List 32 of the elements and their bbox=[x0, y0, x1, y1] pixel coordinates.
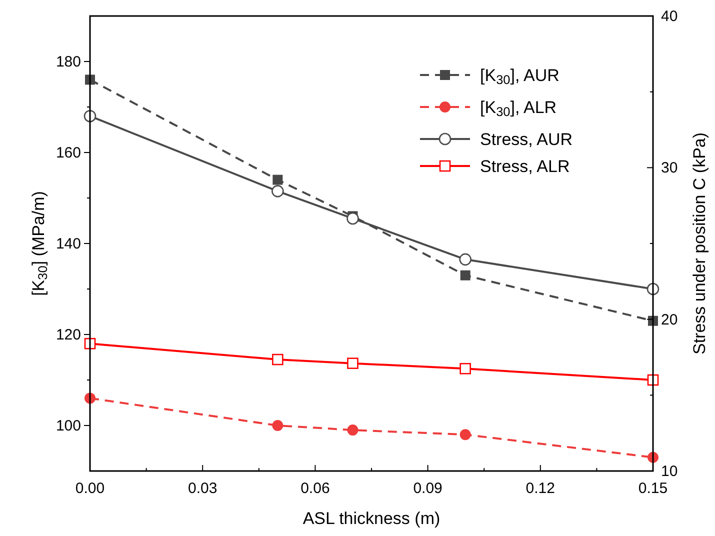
point bbox=[272, 185, 284, 198]
point bbox=[272, 354, 284, 366]
y2-axis-title: Stress under position C (kPa) bbox=[690, 132, 709, 355]
point bbox=[460, 270, 470, 280]
y-tick-label: 120 bbox=[56, 326, 81, 344]
y-tick-label: 100 bbox=[56, 418, 81, 434]
x-tick-label: 0.09 bbox=[413, 480, 442, 497]
legend-label: Stress, ALR bbox=[480, 157, 570, 176]
point bbox=[347, 424, 358, 436]
x-tick-label: 0.12 bbox=[526, 480, 555, 497]
legend-label: [K$_{30}$], AUR bbox=[480, 66, 560, 88]
x-tick-label: 0.15 bbox=[638, 480, 668, 497]
y-tick-label: 180 bbox=[56, 54, 81, 70]
point bbox=[346, 212, 359, 225]
point bbox=[272, 174, 283, 185]
y2-tick-label: 30 bbox=[661, 160, 678, 177]
point bbox=[459, 253, 472, 266]
x-tick-label: 0.06 bbox=[300, 480, 330, 497]
x-axis-title: ASL thickness (m) bbox=[302, 509, 440, 528]
y-tick-label: 160 bbox=[56, 144, 81, 162]
y2-tick-label: 10 bbox=[661, 463, 678, 480]
point bbox=[272, 420, 284, 431]
y-tick-label: 140 bbox=[56, 236, 81, 252]
y2-tick-label: 20 bbox=[661, 311, 678, 328]
point bbox=[347, 358, 358, 369]
point bbox=[460, 362, 471, 374]
x-tick-label: 0.00 bbox=[75, 480, 105, 497]
legend-label: [K$_{30}$], ALR bbox=[480, 98, 557, 120]
y2-tick-label: 40 bbox=[661, 8, 678, 25]
point bbox=[460, 429, 471, 440]
legend-label: Stress, AUR bbox=[480, 130, 573, 149]
x-tick-label: 0.03 bbox=[188, 480, 218, 497]
